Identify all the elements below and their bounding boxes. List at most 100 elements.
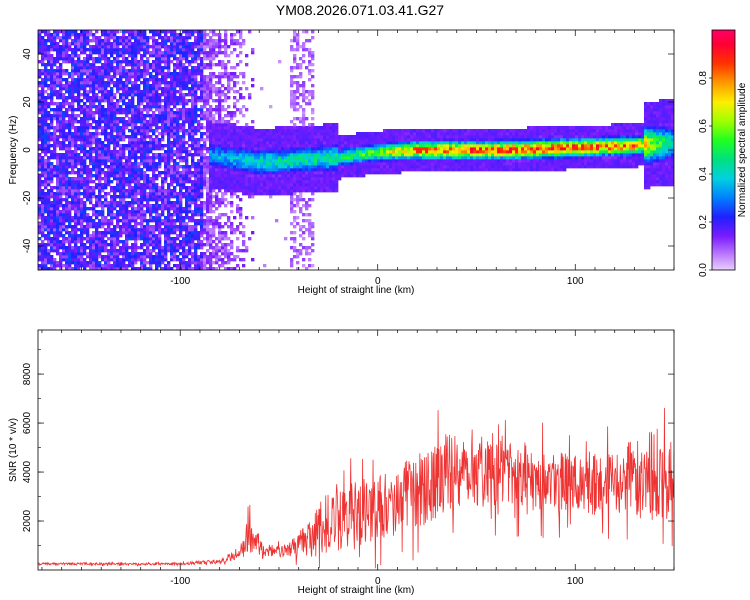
heatmap-cell — [137, 93, 141, 97]
heatmap-cell — [227, 180, 231, 184]
heatmap-cell — [116, 234, 120, 238]
heatmap-cell — [122, 42, 126, 46]
heatmap-cell — [191, 90, 195, 94]
heatmap-cell — [89, 159, 93, 163]
heatmap-cell — [191, 258, 195, 262]
heatmap-cell — [224, 153, 228, 157]
heatmap-cell — [143, 228, 147, 232]
heatmap-cell — [212, 51, 216, 55]
heatmap-cell — [212, 162, 216, 166]
heatmap-cell — [74, 84, 78, 88]
heatmap-cell — [194, 168, 198, 172]
heatmap-cell — [89, 108, 93, 112]
heatmap-cell — [152, 33, 156, 37]
heatmap-cell — [56, 195, 60, 199]
heatmap-cell — [221, 129, 225, 133]
heatmap-cell — [293, 159, 297, 163]
heatmap-cell — [92, 234, 96, 238]
heatmap-cell — [218, 183, 222, 187]
heatmap-cell — [44, 237, 48, 241]
heatmap-cell — [77, 264, 81, 268]
heatmap-cell — [59, 132, 63, 136]
heatmap-cell — [200, 96, 204, 100]
heatmap-cell — [146, 81, 150, 85]
heatmap-cell — [59, 225, 63, 229]
heatmap-cell — [56, 75, 60, 79]
heatmap-cell — [143, 60, 147, 64]
heatmap-cell — [83, 159, 87, 163]
heatmap-cell — [110, 138, 114, 142]
heatmap-cell — [86, 120, 90, 124]
heatmap-cell — [218, 141, 222, 145]
heatmap-cell — [113, 33, 117, 37]
heatmap-cell — [59, 201, 63, 205]
heatmap-cell — [242, 126, 246, 130]
heatmap-cell — [188, 171, 192, 175]
heatmap-cell — [275, 138, 279, 142]
heatmap-cell — [71, 249, 75, 253]
heatmap-cell — [290, 78, 294, 82]
heatmap-cell — [41, 141, 45, 145]
heatmap-cell — [164, 222, 168, 226]
heatmap-cell — [89, 243, 93, 247]
heatmap-cell — [143, 84, 147, 88]
heatmap-cell — [158, 243, 162, 247]
heatmap-cell — [134, 201, 138, 205]
heatmap-cell — [83, 78, 87, 82]
heatmap-cell — [107, 63, 111, 67]
heatmap-cell — [194, 198, 198, 202]
heatmap-cell — [110, 108, 114, 112]
heatmap-cell — [65, 126, 69, 130]
heatmap-cell — [80, 69, 84, 73]
heatmap-cell — [290, 48, 294, 52]
heatmap-cell — [53, 258, 57, 262]
heatmap-cell — [110, 45, 114, 49]
heatmap-cell — [185, 216, 189, 220]
heatmap-cell — [122, 123, 126, 127]
heatmap-cell — [293, 117, 297, 121]
heatmap-cell — [236, 156, 240, 160]
heatmap-cell — [44, 153, 48, 157]
heatmap-cell — [239, 174, 243, 178]
heatmap-cell — [227, 78, 231, 82]
heatmap-cell — [119, 180, 123, 184]
heatmap-cell — [185, 54, 189, 58]
heatmap-cell — [116, 180, 120, 184]
heatmap-cell — [242, 75, 246, 79]
heatmap-cell — [212, 231, 216, 235]
heatmap-cell — [242, 165, 246, 169]
heatmap-cell — [167, 87, 171, 91]
heatmap-cell — [218, 222, 222, 226]
heatmap-cell — [242, 72, 246, 76]
heatmap-cell — [101, 210, 105, 214]
heatmap-cell — [161, 93, 165, 97]
heatmap-cell — [239, 156, 243, 160]
heatmap-cell — [245, 180, 249, 184]
heatmap-cell — [206, 78, 210, 82]
heatmap-cell — [98, 36, 102, 40]
heatmap-cell — [272, 129, 276, 133]
heatmap-cell — [197, 51, 201, 55]
heatmap-cell — [140, 201, 144, 205]
heatmap-cell — [104, 87, 108, 91]
heatmap-cell — [185, 114, 189, 118]
heatmap-cell — [56, 264, 60, 268]
heatmap-cell — [200, 219, 204, 223]
heatmap-cell — [53, 72, 57, 76]
heatmap-cell — [128, 234, 132, 238]
heatmap-cell — [122, 69, 126, 73]
heatmap-cell — [146, 243, 150, 247]
heatmap-cell — [143, 210, 147, 214]
heatmap-cell — [173, 99, 177, 103]
heatmap-cell — [203, 81, 207, 85]
heatmap-cell — [119, 231, 123, 235]
heatmap-cell — [89, 111, 93, 115]
heatmap-cell — [263, 150, 267, 154]
heatmap-cell — [179, 159, 183, 163]
heatmap-cell — [164, 123, 168, 127]
heatmap-cell — [236, 249, 240, 253]
heatmap-cell — [254, 132, 258, 136]
heatmap-cell — [83, 33, 87, 37]
heatmap-cell — [44, 210, 48, 214]
heatmap-cell — [83, 96, 87, 100]
